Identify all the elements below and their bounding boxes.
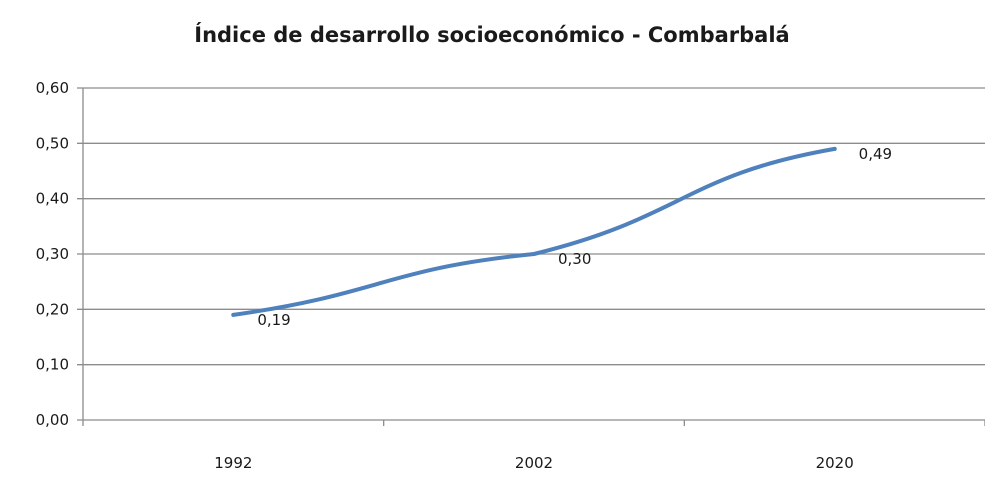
- series-line-0: [231, 146, 837, 317]
- data-label-layer: 0,19 0,30 0,49: [257, 145, 892, 329]
- data-point-0: [231, 312, 236, 317]
- grid-layer: [77, 87, 985, 421]
- y-tick-label-5: 0,50: [36, 134, 69, 152]
- data-label-2: 0,49: [859, 145, 892, 163]
- x-tick-label-2: 2020: [816, 454, 854, 472]
- y-tick-label-1: 0,10: [36, 356, 69, 374]
- data-label-0: 0,19: [257, 311, 290, 329]
- x-tick-label-1: 2002: [515, 454, 553, 472]
- data-label-1: 0,30: [558, 250, 591, 268]
- y-tick-label-4: 0,40: [36, 190, 69, 208]
- x-tick-label-0: 1992: [214, 454, 252, 472]
- axis-layer: 0,00 0,10 0,20 0,30 0,40 0,50 0,60 1992 2002 2020: [36, 79, 985, 472]
- y-tick-label-2: 0,20: [36, 300, 69, 318]
- series-layer: [231, 146, 837, 317]
- y-tick-label-6: 0,60: [36, 79, 69, 97]
- data-point-1: [532, 252, 536, 256]
- chart-title: Índice de desarrollo socioeconómico - Co…: [194, 22, 789, 47]
- y-tick-label-0: 0,00: [36, 411, 69, 429]
- data-point-2: [832, 146, 837, 151]
- y-tick-label-3: 0,30: [36, 245, 69, 263]
